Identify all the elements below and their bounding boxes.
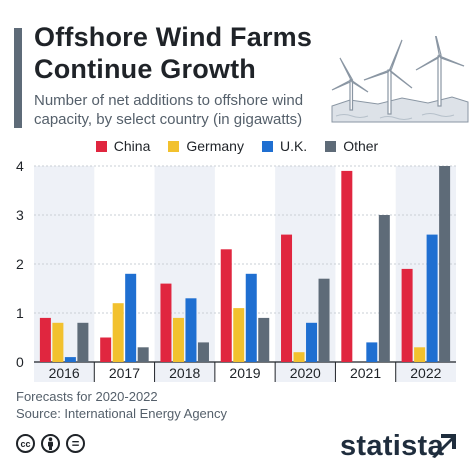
title-accent-bar bbox=[14, 28, 22, 128]
y-tick-label-4: 4 bbox=[16, 158, 24, 174]
bar-uk-2016 bbox=[64, 357, 76, 362]
license-icons[interactable]: cc = bbox=[16, 434, 85, 453]
bar-china-2021 bbox=[341, 170, 353, 362]
footer-note: Forecasts for 2020-2022 Source: Internat… bbox=[16, 388, 227, 422]
legend-item-uk: U.K. bbox=[261, 138, 308, 154]
chart-legend: China Germany U.K. Other bbox=[0, 138, 474, 154]
bar-uk-2021 bbox=[366, 342, 378, 362]
statista-logo-arrow-icon bbox=[432, 434, 456, 458]
y-tick-label-1: 1 bbox=[16, 305, 24, 321]
y-tick-label-3: 3 bbox=[16, 207, 24, 223]
y-tick-label-2: 2 bbox=[16, 256, 24, 272]
legend-label-germany: Germany bbox=[186, 138, 244, 154]
source-note: Source: International Energy Agency bbox=[16, 406, 228, 421]
chart-subtitle: Number of net additions to offshore wind… bbox=[34, 91, 354, 129]
chart-subtitle-line-1: Number of net additions to offshore wind bbox=[34, 92, 304, 109]
bar-uk-2017 bbox=[125, 273, 137, 362]
no-derivatives-icon[interactable]: = bbox=[66, 434, 85, 453]
bar-other-2016 bbox=[77, 322, 89, 362]
bar-germany-2016 bbox=[52, 322, 64, 362]
x-tick-label-2019: 2019 bbox=[229, 365, 260, 381]
bar-uk-2019 bbox=[245, 273, 257, 362]
bar-other-2018 bbox=[197, 342, 209, 362]
legend-item-china: China bbox=[95, 138, 151, 154]
x-tick-label-2017: 2017 bbox=[109, 365, 140, 381]
bar-germany-2018 bbox=[172, 317, 184, 362]
chart-subtitle-line-2: capacity, by select country (in gigawatt… bbox=[34, 111, 303, 128]
legend-swatch-germany bbox=[168, 140, 180, 152]
legend-item-other: Other bbox=[325, 138, 378, 154]
bar-other-2020 bbox=[318, 278, 330, 362]
legend-swatch-other bbox=[325, 140, 337, 152]
bar-china-2019 bbox=[220, 249, 232, 362]
footer-bar: cc = statista bbox=[0, 426, 474, 474]
bar-germany-2022 bbox=[414, 347, 426, 362]
forecast-note: Forecasts for 2020-2022 bbox=[16, 389, 158, 404]
bar-china-2022 bbox=[401, 268, 413, 362]
wind-turbines-illustration bbox=[331, 36, 469, 123]
bar-uk-2020 bbox=[306, 322, 318, 362]
chart-title: Offshore Wind Farms Continue Growth bbox=[34, 21, 344, 85]
legend-label-uk: U.K. bbox=[279, 138, 308, 154]
bar-other-2021 bbox=[378, 215, 390, 362]
bar-other-2022 bbox=[439, 166, 451, 362]
statista-logo[interactable]: statista bbox=[340, 430, 444, 462]
x-tick-label-2021: 2021 bbox=[350, 365, 381, 381]
bar-china-2020 bbox=[281, 234, 293, 362]
legend-swatch-uk bbox=[261, 140, 273, 152]
bar-uk-2018 bbox=[185, 298, 197, 362]
x-tick-label-2020: 2020 bbox=[290, 365, 321, 381]
bar-china-2017 bbox=[100, 337, 112, 362]
x-tick-label-2018: 2018 bbox=[169, 365, 200, 381]
bar-china-2016 bbox=[39, 317, 51, 362]
legend-label-china: China bbox=[113, 138, 151, 154]
bar-other-2019 bbox=[258, 317, 270, 362]
bar-germany-2019 bbox=[233, 308, 245, 362]
legend-item-germany: Germany bbox=[168, 138, 244, 154]
bar-other-2017 bbox=[137, 347, 149, 362]
bar-uk-2022 bbox=[426, 234, 438, 362]
y-tick-label-0: 0 bbox=[16, 354, 24, 370]
bar-germany-2017 bbox=[112, 303, 124, 362]
x-tick-label-2022: 2022 bbox=[410, 365, 441, 381]
person-icon bbox=[48, 437, 53, 450]
bar-germany-2020 bbox=[293, 352, 305, 362]
legend-swatch-china bbox=[95, 140, 107, 152]
creative-commons-icon[interactable]: cc bbox=[16, 434, 35, 453]
bar-china-2018 bbox=[160, 283, 172, 362]
x-tick-label-2016: 2016 bbox=[49, 365, 80, 381]
legend-label-other: Other bbox=[343, 138, 379, 154]
chart-title-line-1: Offshore Wind Farms bbox=[34, 22, 313, 52]
attribution-icon[interactable] bbox=[41, 434, 60, 453]
chart-title-line-2: Continue Growth bbox=[34, 54, 256, 84]
